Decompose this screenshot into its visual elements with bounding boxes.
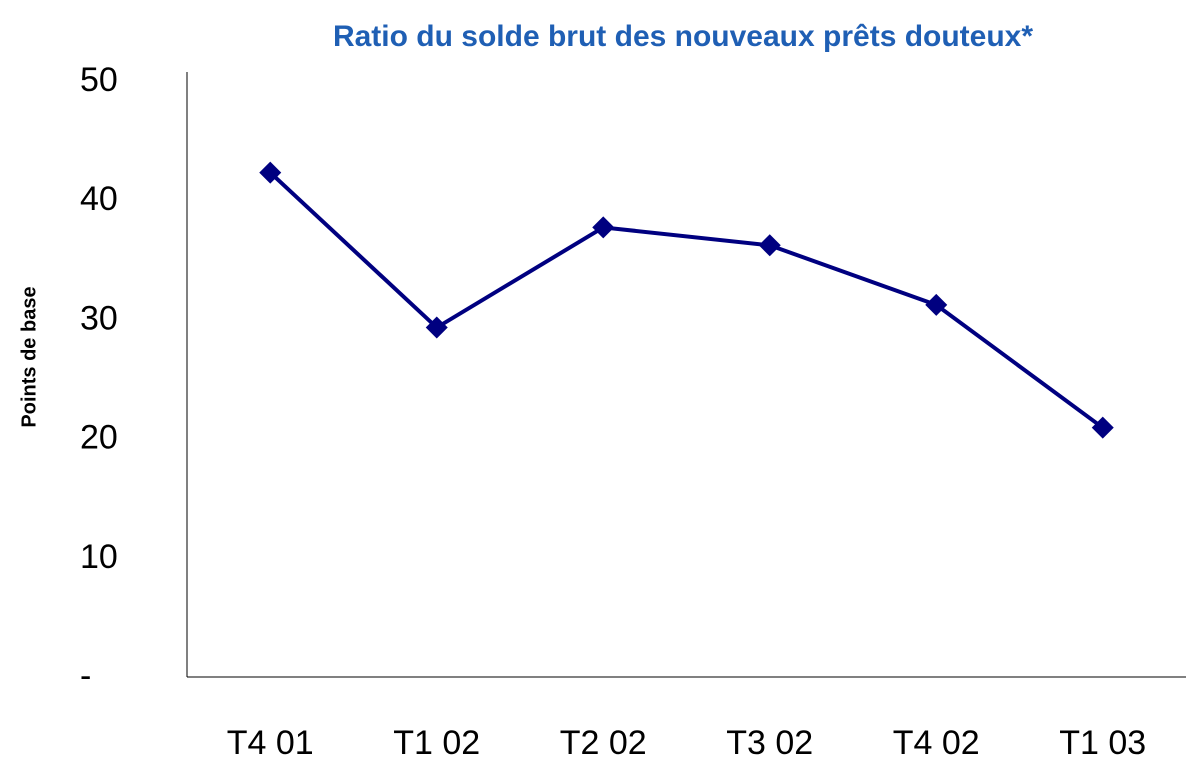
marker xyxy=(592,216,615,239)
chart-title: Ratio du solde brut des nouveaux prêts d… xyxy=(333,20,1033,53)
marker xyxy=(1091,416,1114,439)
x-tick-label: T1 02 xyxy=(393,724,480,762)
x-tick-label: T3 02 xyxy=(726,724,813,762)
y-tick-label: 20 xyxy=(80,419,118,457)
y-tick-label: 50 xyxy=(80,61,118,99)
y-axis-label: Points de base xyxy=(18,286,40,427)
x-tick-label: T1 03 xyxy=(1059,724,1146,762)
x-tick-label: T2 02 xyxy=(560,724,647,762)
y-tick-label: - xyxy=(80,657,91,695)
marker xyxy=(925,293,948,316)
marker xyxy=(425,316,448,339)
marker xyxy=(758,234,781,257)
y-tick-label: 30 xyxy=(80,299,118,337)
marker xyxy=(259,161,282,184)
x-tick-label: T4 02 xyxy=(893,724,980,762)
x-tick-label: T4 01 xyxy=(227,724,314,762)
y-tick-label: 40 xyxy=(80,180,118,218)
y-tick-label: 10 xyxy=(80,538,118,576)
line xyxy=(268,171,1104,430)
